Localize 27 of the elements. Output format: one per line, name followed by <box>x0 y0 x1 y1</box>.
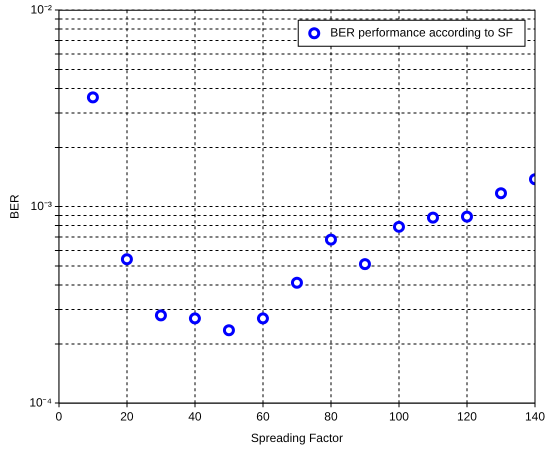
y-axis-title: BER <box>8 194 22 220</box>
x-tick-label: 100 <box>388 410 410 424</box>
point <box>154 309 167 322</box>
point <box>358 258 371 270</box>
y-tick-label: 10⁻³ <box>30 199 52 214</box>
point <box>188 312 201 324</box>
x-tick-label: 20 <box>120 410 134 424</box>
legend-label: BER performance according to SF <box>330 26 513 40</box>
point <box>426 212 439 224</box>
y-tick-label: 10⁻² <box>30 2 52 17</box>
point <box>256 312 269 324</box>
x-tick-label: 60 <box>256 410 270 424</box>
point <box>392 220 405 233</box>
x-tick-label: 80 <box>324 410 338 424</box>
x-axis-title: Spreading Factor <box>250 431 343 446</box>
point <box>494 187 507 200</box>
x-tick-label: 40 <box>188 410 202 424</box>
point <box>324 234 337 246</box>
x-tick-label: 0 <box>56 410 63 424</box>
point <box>460 210 473 223</box>
x-tick-label: 120 <box>456 410 478 424</box>
point <box>86 91 99 104</box>
point <box>120 253 133 266</box>
point <box>222 324 235 336</box>
point <box>290 276 303 289</box>
y-tick-label: 10⁻⁴ <box>29 396 52 410</box>
x-tick-label: 140 <box>524 410 546 424</box>
